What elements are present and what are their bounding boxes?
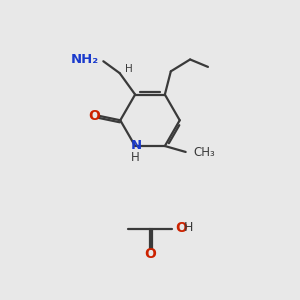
Text: H: H (125, 64, 133, 74)
Text: CH₃: CH₃ (193, 146, 215, 159)
Text: N: N (130, 139, 142, 152)
Text: H: H (131, 151, 140, 164)
Text: NH₂: NH₂ (71, 53, 99, 66)
Text: H: H (184, 221, 193, 234)
Text: O: O (144, 247, 156, 261)
Text: O: O (88, 109, 100, 123)
Text: O: O (175, 221, 187, 235)
